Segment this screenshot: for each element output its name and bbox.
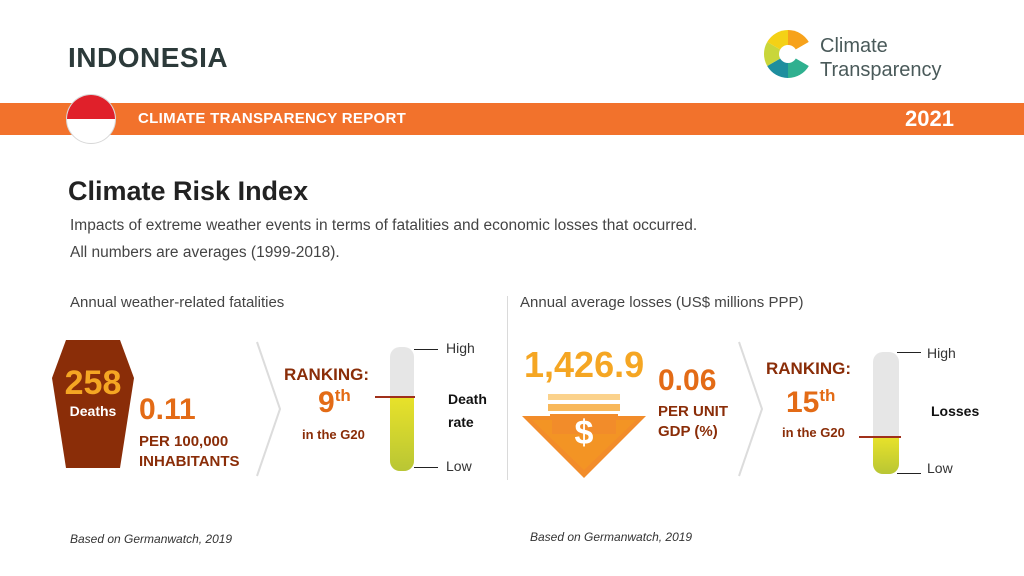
death-rate-indicator: Death rate (448, 388, 487, 434)
scale-low-label: Low (446, 458, 472, 474)
fatality-rate-value: 0.11 (139, 393, 196, 426)
death-rate-gauge-fill (390, 397, 414, 471)
fatality-rate-unit-1: PER 100,000 (139, 433, 229, 450)
losses-gauge (873, 352, 899, 474)
section-description-1: Impacts of extreme weather events in ter… (70, 217, 698, 234)
chevron-right-icon (738, 341, 764, 477)
country-title: INDONESIA (68, 42, 229, 73)
losses-indicator: Losses (931, 403, 980, 419)
losses-ranking-label: RANKING: (766, 359, 851, 378)
dollar-down-arrow-icon (522, 394, 646, 478)
rank-suffix: th (334, 386, 351, 405)
losses-scale-high-tick (897, 352, 921, 353)
losses-gauge-fill (873, 437, 899, 474)
losses-rank-marker (859, 436, 901, 438)
death-rate-indicator-1: Death (448, 391, 487, 407)
report-year: 2021 (905, 106, 954, 131)
deaths-value: 258 (64, 364, 122, 402)
losses-rank-number-value: 15 (786, 386, 820, 419)
deaths-label: Deaths (69, 403, 117, 419)
logo-line-2: Transparency (820, 59, 942, 81)
scale-high-tick (414, 349, 438, 350)
death-rate-indicator-2: rate (448, 414, 474, 430)
fatalities-heading: Annual weather-related fatalities (70, 294, 285, 311)
report-label: CLIMATE TRANSPARENCY REPORT (138, 110, 407, 127)
losses-scale-high-label: High (927, 345, 956, 361)
losses-rank-number: 15th (786, 386, 835, 420)
death-rate-rank-marker (375, 396, 415, 398)
indonesia-flag-icon (66, 94, 116, 144)
losses-scale-low-label: Low (927, 460, 953, 476)
climate-transparency-logo-icon (763, 29, 813, 79)
chevron-right-icon (256, 341, 282, 477)
rank-scope: in the G20 (302, 427, 365, 442)
losses-scale-low-tick (897, 473, 921, 474)
fatality-rate-unit: PER 100,000 INHABITANTS (139, 432, 240, 472)
logo-line-1: Climate (820, 35, 888, 57)
fatality-rate-unit-2: INHABITANTS (139, 453, 240, 470)
fatalities-source: Based on Germanwatch, 2019 (70, 532, 233, 546)
losses-source: Based on Germanwatch, 2019 (530, 530, 693, 544)
scale-high-label: High (446, 340, 475, 356)
losses-rank-scope: in the G20 (782, 425, 845, 440)
scale-low-tick (414, 467, 438, 468)
section-title: Climate Risk Index (68, 176, 309, 206)
rank-number: 9th (318, 386, 351, 420)
coffin-icon (52, 340, 134, 468)
logo-wordmark: Climate Transparency (820, 34, 942, 82)
loss-rate-value: 0.06 (658, 364, 717, 397)
loss-rate-unit: PER UNIT GDP (%) (658, 402, 728, 442)
loss-rate-unit-1: PER UNIT (658, 403, 729, 420)
currency-symbol: $ (574, 414, 594, 452)
rank-number-value: 9 (318, 386, 335, 419)
section-description-2: All numbers are averages (1999-2018). (70, 244, 340, 261)
losses-rank-suffix: th (819, 386, 836, 405)
losses-heading: Annual average losses (US$ millions PPP) (520, 294, 804, 311)
panel-divider (507, 296, 508, 480)
loss-rate-unit-2: GDP (%) (658, 423, 718, 440)
report-banner (0, 103, 1024, 135)
ranking-label: RANKING: (284, 365, 369, 384)
losses-value: 1,426.9 (524, 344, 645, 385)
death-rate-gauge (390, 347, 414, 471)
